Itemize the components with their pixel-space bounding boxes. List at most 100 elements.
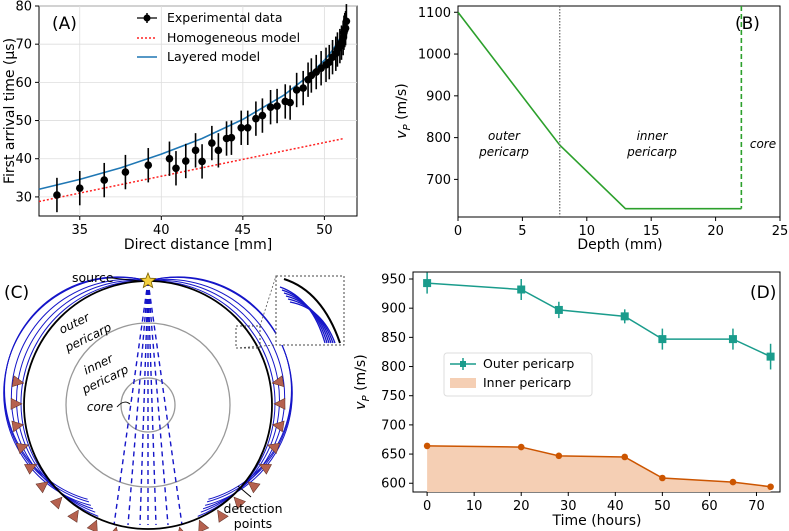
- panel-b-core-label: core: [750, 137, 776, 151]
- panel-a-ytick-label: 50: [15, 114, 32, 129]
- experimental-point: [237, 124, 246, 132]
- panel-d-ytick-label: 800: [381, 360, 406, 375]
- detector-marker: [233, 496, 246, 510]
- experimental-point: [227, 133, 236, 142]
- core-boundary: [120, 377, 176, 433]
- layered-model-line: [38, 30, 345, 191]
- direct-ray: [147, 280, 157, 526]
- detector-marker: [266, 442, 281, 455]
- panel-d-ytick-label: 700: [381, 418, 406, 433]
- legend-inner-swatch: [450, 378, 476, 388]
- panel-a-ytick-label: 30: [15, 190, 32, 205]
- detector-marker: [217, 509, 229, 523]
- outer-pericarp-point: [554, 305, 563, 314]
- panel-d-xtick-label: 60: [701, 499, 718, 514]
- detector-marker: [50, 496, 63, 510]
- experimental-point: [341, 24, 350, 32]
- inner-pericarp-point: [729, 478, 737, 486]
- ray-arc: [10, 278, 149, 510]
- legend-outer-pericarp: Outer pericarp: [483, 356, 574, 371]
- panel-d-ytick-label: 850: [381, 331, 406, 346]
- experimental-point: [266, 103, 275, 111]
- velocity-profile-line: [457, 11, 742, 210]
- zoom-region: [235, 325, 261, 349]
- detector-marker: [67, 509, 79, 523]
- detector-marker: [24, 463, 38, 475]
- inner-pericarp-point: [767, 483, 774, 491]
- panel-d-label: (D): [750, 283, 776, 303]
- core-pointer: [116, 401, 131, 408]
- panel-a-xtick-label: 35: [71, 223, 88, 238]
- detector-marker: [86, 519, 98, 531]
- source-star-icon: [139, 271, 157, 289]
- inner-pericarp-boundary: [65, 322, 231, 488]
- experimental-point: [100, 176, 109, 184]
- detector-marker: [198, 519, 210, 531]
- detector-marker: [258, 463, 272, 475]
- ray-paths: [3, 276, 293, 526]
- outer-pericarp-line: [427, 282, 771, 358]
- outer-pericarp-point: [620, 312, 629, 321]
- ray-arc: [147, 278, 286, 510]
- panel-a-ytick-label: 40: [15, 152, 32, 167]
- direct-ray: [127, 280, 149, 526]
- panel-d-xtick-label: 70: [748, 499, 765, 514]
- panel-d-ytick-label: 650: [381, 448, 406, 463]
- detector-marker: [15, 442, 30, 455]
- legend-layered: Layered model: [167, 49, 260, 64]
- experimental-point: [273, 102, 281, 110]
- detector-marker: [10, 397, 23, 410]
- experimental-point: [144, 161, 153, 170]
- inner-pericarp-area: [427, 445, 771, 492]
- experimental-point: [165, 154, 174, 163]
- panel-b-label: (B): [735, 14, 760, 34]
- panel-d-xtick-label: 10: [466, 499, 483, 514]
- direct-ray: [147, 280, 169, 526]
- panel-b-ytick-label: 1100: [418, 6, 451, 21]
- panel-a-xtick-label: 50: [316, 223, 333, 238]
- outer-pericarp-point: [728, 335, 737, 344]
- homogeneous-model-line: [38, 137, 345, 203]
- panel-c-label: (C): [4, 283, 29, 303]
- panel-a-legend: Experimental data Homogeneous model Laye…: [137, 10, 300, 64]
- detector-marker: [11, 375, 25, 387]
- experimental-point: [299, 84, 307, 92]
- panel-d-xtick-label: 40: [607, 499, 624, 514]
- detector-marker: [273, 397, 286, 410]
- panel-a-xtick-label: 40: [153, 223, 170, 238]
- experimental-point: [121, 168, 130, 176]
- experimental-point: [181, 157, 190, 165]
- experimental-point: [342, 17, 351, 26]
- outer-pericarp-point: [423, 279, 432, 288]
- inset-outline: [283, 278, 341, 344]
- detector-marker: [271, 420, 285, 433]
- ray-arc: [147, 276, 292, 500]
- legend-experimental: Experimental data: [167, 10, 283, 25]
- panel-b-ytick-label: 900: [426, 89, 451, 104]
- panel-c: (C) source outer pericarp inner pericarp…: [3, 270, 345, 531]
- legend-experimental-marker: [143, 14, 151, 22]
- inner-pericarp-point: [517, 443, 525, 451]
- experimental-point: [286, 98, 294, 107]
- panel-d-xtick-label: 20: [513, 499, 530, 514]
- legend-outer-marker: [460, 361, 466, 367]
- inner-pericarp-point: [621, 453, 629, 461]
- panel-d-legend: Outer pericarp Inner pericarp: [443, 352, 593, 397]
- panel-b-xtick-label: 25: [772, 224, 789, 239]
- detector-marker: [247, 481, 261, 494]
- panel-d-ytick-label: 950: [381, 273, 406, 288]
- experimental-point: [198, 157, 206, 166]
- experimental-point: [75, 184, 84, 192]
- panel-b-inner-label-2: pericarp: [626, 145, 677, 159]
- inset-ray: [289, 301, 336, 344]
- panel-b-xtick-label: 5: [518, 224, 526, 239]
- ray-arc: [147, 279, 280, 513]
- experimental-point: [243, 124, 252, 132]
- detector-marker: [271, 375, 285, 387]
- panel-d-xtick-label: 0: [423, 499, 431, 514]
- ray-arc: [147, 280, 276, 517]
- inner-pericarp-point: [555, 452, 563, 460]
- panel-d-ytick-label: 900: [381, 302, 406, 317]
- panel-b-frame: [457, 5, 781, 218]
- panel-b-ytick-label: 800: [426, 131, 451, 146]
